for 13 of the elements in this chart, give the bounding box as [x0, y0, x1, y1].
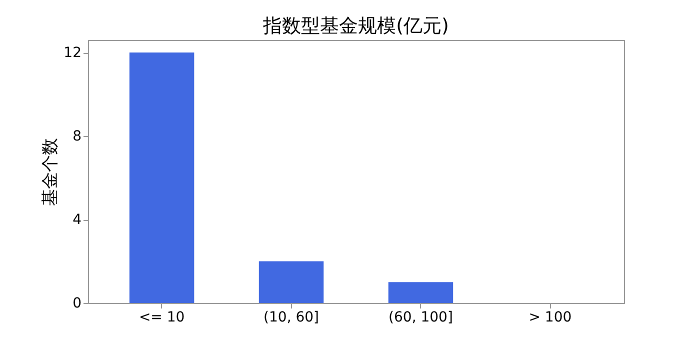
x-tick-label: <= 10	[138, 310, 185, 326]
y-tick-label: 8	[72, 128, 82, 145]
y-tick-label: 4	[72, 212, 82, 228]
y-tick-label: 0	[72, 296, 82, 312]
x-tick-label: (10, 60]	[264, 310, 319, 326]
chart-title: 指数型基金规模(亿元)	[262, 15, 449, 37]
x-tick-label: > 100	[528, 310, 572, 326]
bar	[129, 52, 194, 303]
bar	[388, 282, 454, 303]
bar	[258, 261, 324, 303]
x-tick-label: (60, 100]	[388, 310, 453, 326]
y-axis-title: 基金个数	[40, 138, 61, 206]
y-tick-label: 12	[64, 45, 82, 62]
